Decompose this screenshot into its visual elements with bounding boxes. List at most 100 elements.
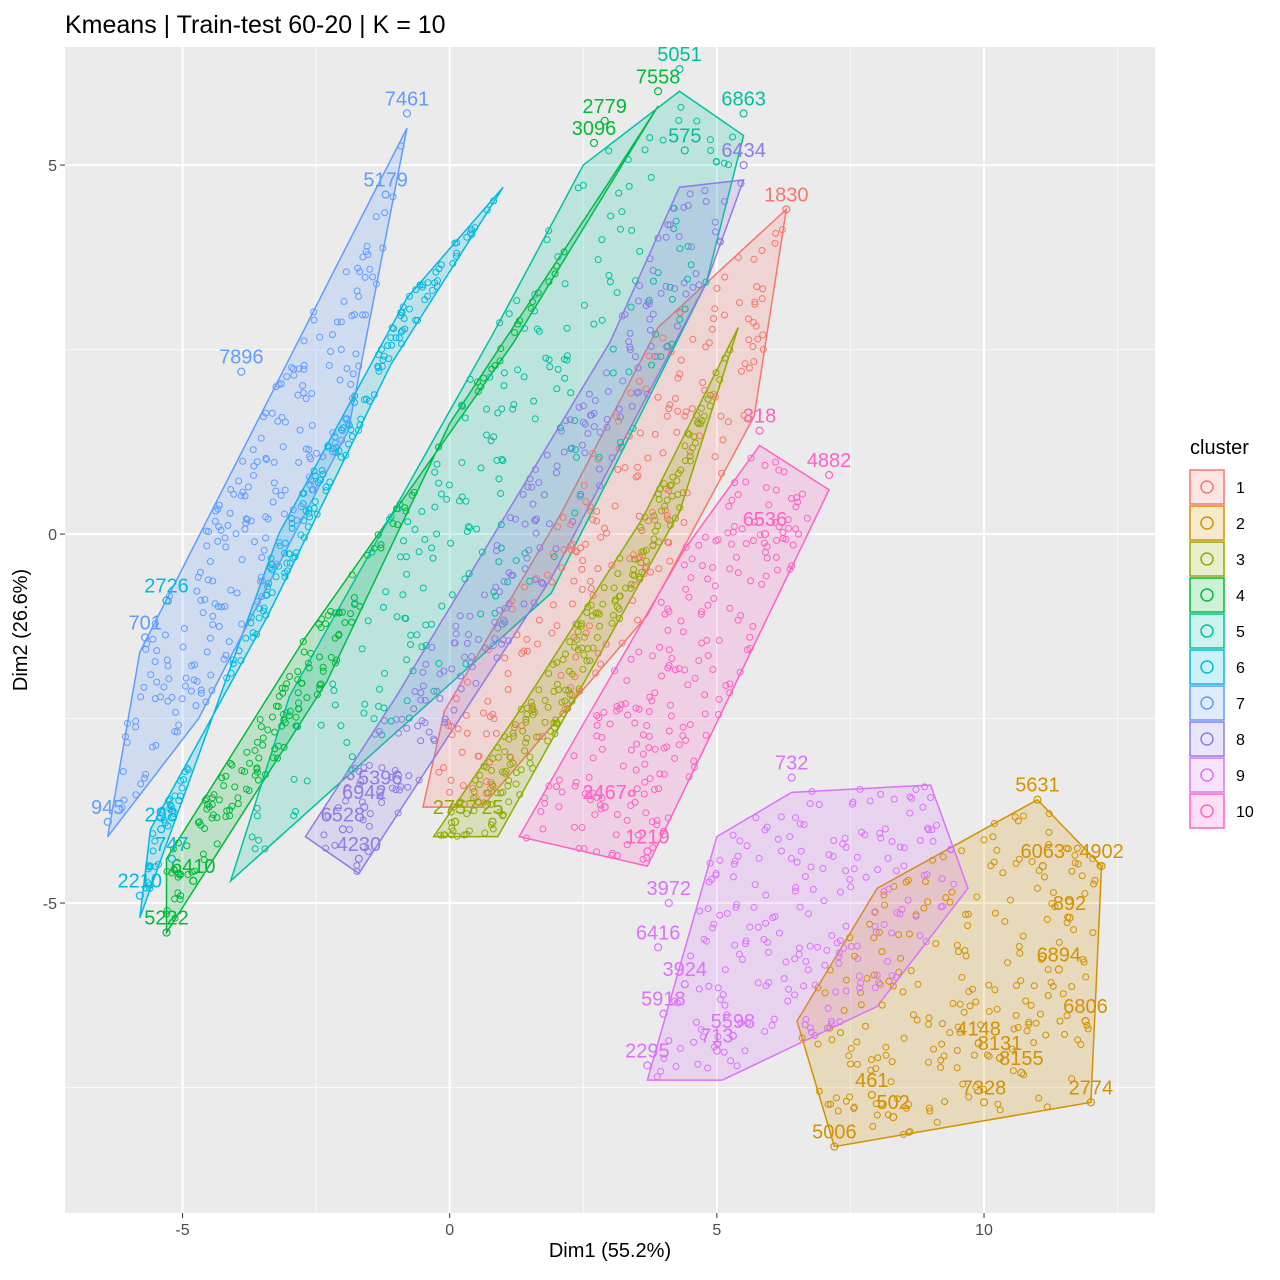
cluster-8-point <box>415 776 423 784</box>
cluster-1-point <box>736 299 744 307</box>
cluster-5-point <box>617 439 625 447</box>
cluster-2-point <box>1070 926 1078 934</box>
cluster-7-point <box>193 587 201 595</box>
point-label: 1219 <box>625 826 670 848</box>
cluster-10-point <box>633 785 641 793</box>
cluster-10-point <box>575 844 583 852</box>
cluster-10-labeled-point <box>760 529 770 539</box>
cluster-6-point <box>229 660 237 668</box>
cluster-1-point <box>695 432 703 440</box>
cluster-5-point <box>447 539 455 547</box>
cluster-2-point <box>880 891 888 899</box>
cluster-8-point <box>529 500 537 508</box>
cluster-7-point <box>204 576 212 584</box>
cluster-5-point <box>498 405 506 413</box>
cluster-8-point <box>496 588 504 596</box>
cluster-10-point <box>681 666 689 674</box>
cluster-3-point <box>638 548 646 556</box>
grid-lines <box>65 47 1155 1213</box>
cluster-5-point <box>668 295 676 303</box>
cluster-10-point <box>596 801 604 809</box>
cluster-5-point <box>627 303 635 311</box>
cluster-3-point <box>521 747 529 755</box>
cluster-1-point <box>665 405 673 413</box>
cluster-3-point <box>630 566 638 574</box>
cluster-10-point <box>728 540 736 548</box>
cluster-9-point <box>916 932 924 940</box>
cluster-2-point <box>1056 1017 1064 1025</box>
cluster-9-point <box>720 1048 728 1056</box>
cluster-7-point <box>277 491 285 499</box>
cluster-5-point <box>676 315 684 323</box>
cluster-3-point <box>588 612 596 620</box>
cluster-8-point <box>602 369 610 377</box>
cluster-7-point <box>260 546 268 554</box>
cluster-7-point <box>190 676 198 684</box>
cluster-5-point <box>409 667 417 675</box>
cluster-7-point <box>343 415 351 423</box>
cluster-4-point <box>304 659 312 667</box>
cluster-1-point <box>737 367 745 375</box>
cluster-1-point <box>717 412 725 420</box>
cluster-2-point <box>993 846 1001 854</box>
cluster-2-point <box>905 930 913 938</box>
cluster-1-point <box>655 565 663 573</box>
cluster-7-point <box>209 621 217 629</box>
cluster-7-point <box>220 655 228 663</box>
cluster-5-point <box>461 575 469 583</box>
point-label: 2295 <box>625 1040 670 1062</box>
cluster-1-point <box>635 377 643 385</box>
cluster-3-point <box>612 596 620 604</box>
cluster-8-point <box>711 218 719 226</box>
cluster-7-point <box>132 723 140 731</box>
cluster-6-point <box>265 579 273 587</box>
cluster-2-point <box>872 1100 880 1108</box>
cluster-9-point <box>819 864 827 872</box>
point-label: 5631 <box>1015 775 1060 797</box>
cluster-6-point <box>176 792 184 800</box>
point-label: 945 <box>91 797 124 819</box>
cluster-8-point <box>365 822 373 830</box>
cluster-9-point <box>752 814 760 822</box>
cluster-5-point <box>461 414 469 422</box>
cluster-8-point <box>702 198 710 206</box>
cluster-6-point <box>283 559 291 567</box>
cluster-3-point <box>686 457 694 465</box>
cluster-1-point <box>644 454 652 462</box>
cluster-10-point <box>632 766 640 774</box>
cluster-10-point <box>782 535 790 543</box>
cluster-2-point <box>872 1065 880 1073</box>
cluster-9-point <box>853 942 861 950</box>
cluster-3-point <box>550 687 558 695</box>
cluster-6-point <box>437 261 445 269</box>
cluster-10-point <box>772 486 780 494</box>
cluster-2-point <box>965 1093 973 1101</box>
cluster-2-point <box>948 888 956 896</box>
cluster-4-point <box>175 839 183 847</box>
cluster-5-point <box>681 305 689 313</box>
cluster-1-point <box>554 523 562 531</box>
cluster-7-point <box>237 492 245 500</box>
cluster-2-point <box>900 1034 908 1042</box>
cluster-5-point <box>617 443 625 451</box>
cluster-8-point <box>494 624 502 632</box>
cluster-1-point <box>629 551 637 559</box>
cluster-9-point <box>815 801 823 809</box>
cluster-7-point <box>151 619 159 627</box>
cluster-6-point <box>375 367 383 375</box>
cluster-8-point <box>521 520 529 528</box>
cluster-2-point <box>983 1051 991 1059</box>
cluster-8-point <box>320 831 328 839</box>
cluster-10-point <box>646 693 654 701</box>
cluster-2-point <box>941 1098 949 1106</box>
cluster-4-point <box>257 723 265 731</box>
cluster-1-point <box>597 533 605 541</box>
cluster-8-point <box>608 454 616 462</box>
cluster-2-labeled-point <box>1097 862 1106 871</box>
cluster-5-point <box>509 405 517 413</box>
cluster-10-point <box>736 668 744 676</box>
cluster-10-point <box>686 721 694 729</box>
cluster-10-point <box>635 705 643 713</box>
cluster-1-point <box>582 540 590 548</box>
cluster-6-point <box>337 426 345 434</box>
